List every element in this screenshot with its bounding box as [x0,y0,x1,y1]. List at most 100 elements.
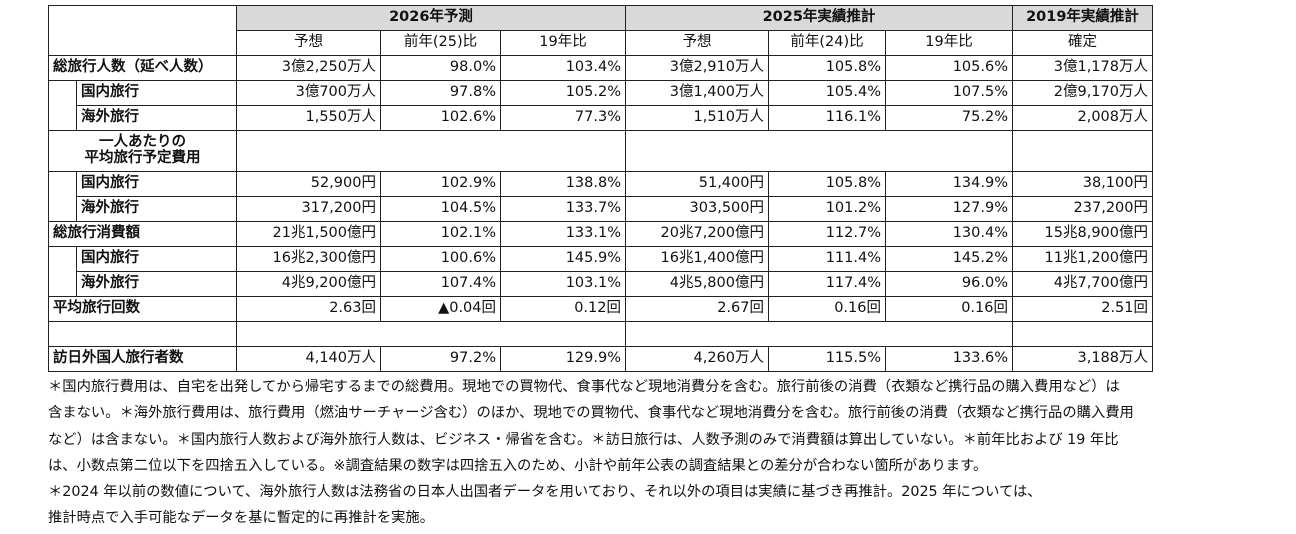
value-cell: 0.16回 [768,296,886,322]
value-cell: 145.9% [500,246,626,272]
row-label: 一人あたりの 平均旅行予定費用 [48,130,237,172]
footnote-line: など）は含まない。＊国内旅行人数および海外旅行人数は、ビジネス・帰省を含む。＊訪… [48,431,1119,448]
indent-cell [48,271,77,297]
subheader: 予想 [625,30,769,56]
value-cell: 77.3% [500,105,626,131]
value-cell: 4兆5,800億円 [625,271,769,297]
value-cell: 1,510万人 [625,105,769,131]
footnote-line: は、小数点第二位以下を四捨五入している。※調査結果の数字は四捨五入のため、小計や… [48,457,988,474]
empty-cell [625,130,1013,172]
value-cell: 134.9% [885,171,1013,197]
value-cell: 2,008万人 [1012,105,1153,131]
value-cell: 75.2% [885,105,1013,131]
value-cell: 3億1,178万人 [1012,55,1153,81]
value-cell: 38,100円 [1012,171,1153,197]
subheader: 19年比 [885,30,1013,56]
table-row: 平均旅行回数 2.63回 ▲0.04回 0.12回 2.67回 0.16回 0.16回 2.5… [48,296,1153,322]
row-label: 海外旅行 [76,271,237,297]
value-cell: 130.4% [885,221,1013,247]
indent-cell [48,80,77,106]
value-cell: 102.9% [380,171,501,197]
value-cell: 317,200円 [236,196,381,222]
value-cell: 97.8% [380,80,501,106]
footnote-line: ＊国内旅行費用は、自宅を出発してから帰宅するまでの総費用。現地での買物代、食事代… [48,379,1120,395]
value-cell: 52,900円 [236,171,381,197]
table-row: 国内旅行 16兆2,300億円 100.6% 145.9% 16兆1,400億円 111.… [48,246,1153,272]
value-cell: 4兆9,200億円 [236,271,381,297]
value-cell: 4,260万人 [625,346,769,372]
value-cell: 0.16回 [885,296,1013,322]
footnote-line: 推計時点で入手可能なデータを基に暫定的に再推計を実施。 [48,510,435,527]
value-cell: 115.5% [768,346,886,372]
value-cell: 103.4% [500,55,626,81]
footnote-line: 含まない。＊海外旅行費用は、旅行費用（燃油サーチャージ含む）のほか、現地での買物… [48,405,1134,422]
header-2019: 2019年実績推計 [1012,5,1153,31]
value-cell: 97.2% [380,346,501,372]
row-label-line: 平均旅行予定費用 [84,150,201,166]
subheader: 予想 [236,30,381,56]
value-cell: 2.51回 [1012,296,1153,322]
indent-cell [48,171,77,197]
value-cell: 127.9% [885,196,1013,222]
table-row: 総旅行人数（延べ人数） 3億2,250万人 98.0% 103.4% 3億2,910万人… [48,55,1153,81]
indent-cell [48,105,77,131]
empty-cell [1012,130,1153,172]
value-cell: 2.67回 [625,296,769,322]
value-cell: 96.0% [885,271,1013,297]
value-cell: 3億2,250万人 [236,55,381,81]
value-cell: 104.5% [380,196,501,222]
value-cell: 0.12回 [500,296,626,322]
subheader: 前年(24)比 [768,30,886,56]
row-label: 国内旅行 [76,171,237,197]
value-cell: 129.9% [500,346,626,372]
row-label: 国内旅行 [76,80,237,106]
value-cell: 102.1% [380,221,501,247]
value-cell: 111.4% [768,246,886,272]
value-cell: 138.8% [500,171,626,197]
value-cell: 3億700万人 [236,80,381,106]
value-cell: 105.4% [768,80,886,106]
row-label-line: 一人あたりの [99,134,186,151]
value-cell: 2.63回 [236,296,381,322]
row-label: 平均旅行回数 [48,296,237,322]
table-row: 国内旅行 52,900円 102.9% 138.8% 51,400円 105.8% 134.… [48,171,1153,197]
subheader: 19年比 [500,30,626,56]
value-cell: 98.0% [380,55,501,81]
indent-cell [48,196,77,222]
value-cell: 133.7% [500,196,626,222]
value-cell: 20兆7,200億円 [625,221,769,247]
spacer-row [48,321,1153,347]
table-row: 一人あたりの 平均旅行予定費用 [48,130,1153,172]
subheader: 確定 [1012,30,1153,56]
value-cell: 15兆8,900億円 [1012,221,1153,247]
value-cell: 21兆1,500億円 [236,221,381,247]
table-row: 総旅行消費額 21兆1,500億円 102.1% 133.1% 20兆7,200億円 11… [48,221,1153,247]
value-cell: 105.8% [768,171,886,197]
empty-cell [625,321,1013,347]
value-cell: 105.2% [500,80,626,106]
value-cell: 100.6% [380,246,501,272]
empty-cell [1012,321,1153,347]
value-cell: 2億9,170万人 [1012,80,1153,106]
value-cell: 145.2% [885,246,1013,272]
value-cell: 101.2% [768,196,886,222]
indent-cell [48,246,77,272]
header-2026: 2026年予測 [236,5,626,31]
value-cell: 3,188万人 [1012,346,1153,372]
value-cell: 107.5% [885,80,1013,106]
footnote-line: ＊2024 年以前の数値について、海外旅行人数は法務省の日本人出国者データを用い… [48,484,1042,501]
row-label: 海外旅行 [76,105,237,131]
empty-cell [48,321,237,347]
value-cell: 103.1% [500,271,626,297]
corner-cell [48,5,237,56]
header-2025: 2025年実績推計 [625,5,1013,31]
value-cell: 4,140万人 [236,346,381,372]
row-label: 国内旅行 [76,246,237,272]
value-cell: 112.7% [768,221,886,247]
value-cell: 16兆2,300億円 [236,246,381,272]
value-cell: 303,500円 [625,196,769,222]
value-cell: 107.4% [380,271,501,297]
value-cell: 105.8% [768,55,886,81]
value-cell: 116.1% [768,105,886,131]
value-cell: 117.4% [768,271,886,297]
